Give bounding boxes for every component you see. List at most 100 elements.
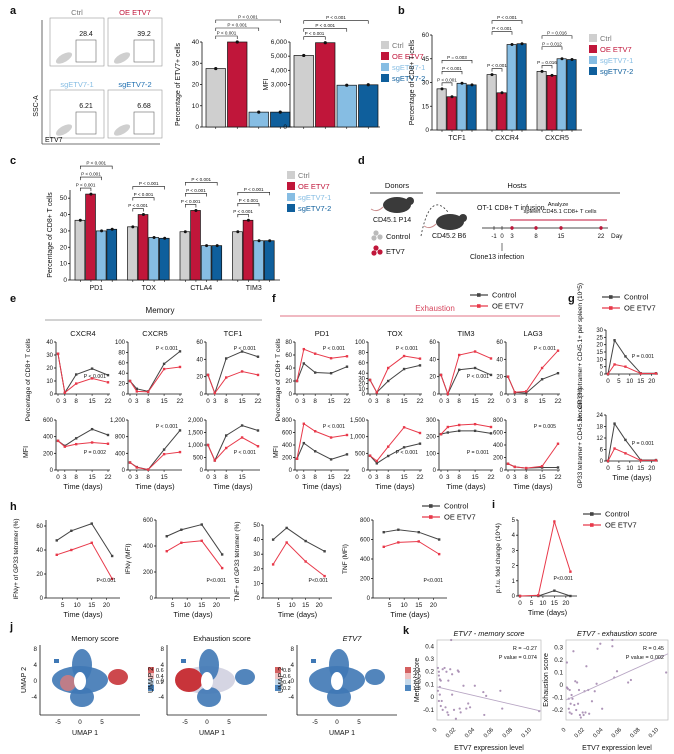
flow-x-label: ETV7 [45,137,63,144]
data-point [624,452,627,455]
gate-percentage: 39.2 [137,31,151,38]
series-line-control [272,527,325,552]
donor-mouse-icon [383,197,411,213]
x-tick-label: 0.10 [521,727,533,739]
data-point [654,459,658,462]
x-axis-label: Time (days) [528,608,568,617]
scatter-point [599,642,602,645]
day-label: Day [611,233,623,240]
x-axis-label: Time (days) [63,610,103,619]
significance-bracket [541,65,553,69]
bar [200,245,212,281]
y-axis-label-e-pct: Percentage of CD8+ T cells [25,338,32,422]
scatter-point [568,688,571,692]
p-value-label: P < 0.001 [233,209,253,214]
y-tick-label: -0.2 [552,707,563,714]
y-tick-label: 15 [422,103,430,110]
data-point [386,379,390,383]
data-point [323,550,326,553]
x-tick-label: 3 [446,398,450,405]
significance-bracket [441,70,463,75]
data-point [345,433,349,437]
data-point [90,441,94,444]
data-point [178,350,182,353]
data-point [63,445,67,448]
data-point [70,548,73,552]
colorbar-label: 1.9 [413,680,421,686]
data-point [440,87,444,91]
data-point [386,366,390,370]
x-tick-label: 5 [277,602,281,609]
y-tick-label: 0 [122,468,126,474]
scatter-point [572,650,575,653]
x-tick-label: 0 [56,398,60,405]
significance-bracket [80,187,92,192]
x-axis-label: Time (days) [302,482,342,491]
y-tick-label: 60 [422,32,430,39]
legend-swatch [589,56,597,64]
data-point [200,523,203,526]
data-point [215,244,219,248]
data-point [460,81,464,85]
scatter-point [611,645,614,648]
panel-label-a: a [10,5,17,17]
x-tick-label: 0 [206,398,210,405]
x-tick-label: 8 [386,398,390,405]
colorbar-step [148,679,154,685]
p-value-label: P < 0.001 [84,374,106,380]
y-tick-label: 80 [358,350,365,356]
legend-swatch [381,74,389,82]
data-point [550,73,554,77]
data-point [240,350,244,353]
panel-label-c: c [10,155,16,167]
host-mouse-icon-head [459,214,467,222]
data-point [55,553,58,556]
p-value-label: P < 0.001 [437,77,457,82]
data-point [489,373,493,377]
x-tick-label: 3 [513,474,517,481]
data-point [90,427,94,431]
data-point [500,91,504,95]
scatter-point [627,681,630,684]
y-tick-label: 1,000 [188,443,204,449]
data-point [450,95,454,99]
y-tick-label: 2 [512,564,516,570]
y-tick-label: 0.3 [425,656,434,663]
data-point [345,83,349,87]
legend-label: OE ETV7 [624,304,656,313]
high-score-cluster [175,668,203,692]
p-value-label: P = 0.003 [447,55,467,60]
data-point [146,390,150,394]
y-tick-label: 30 [358,376,365,382]
scatter-point [451,693,454,696]
y-tick-label: 6,000 [271,39,288,46]
cell-cluster [70,687,94,707]
y-tick-label: 0 [362,392,366,398]
x-tick-label: 0.04 [592,727,605,740]
data-point [418,442,422,445]
x-tick-label: 22 [254,398,262,405]
chart-title: ETV7 - memory score [454,629,525,638]
significance-bracket [185,182,218,186]
scatter-point [467,702,470,705]
bar [264,240,275,281]
scatter-point [665,671,668,674]
y-axis-label: Memory score [414,658,421,702]
x-tick-label: 15 [472,474,480,481]
y-tick-label: 45 [422,56,430,63]
y-tick-label: 40 [429,357,436,363]
scatter-point [445,670,448,673]
data-point [540,465,544,468]
data-point [178,429,182,432]
data-point [520,42,524,46]
p-value-label: P < 0.001 [534,346,556,352]
y-tick-label: 400 [493,443,504,449]
y-tick-label: 200 [43,451,54,457]
scatter-point [436,689,440,692]
scatter-point [473,684,476,687]
data-point [417,530,420,534]
scatter-point [452,708,456,711]
cell-cluster [329,649,349,681]
correlation-p: P value = 0.002 [626,655,664,661]
